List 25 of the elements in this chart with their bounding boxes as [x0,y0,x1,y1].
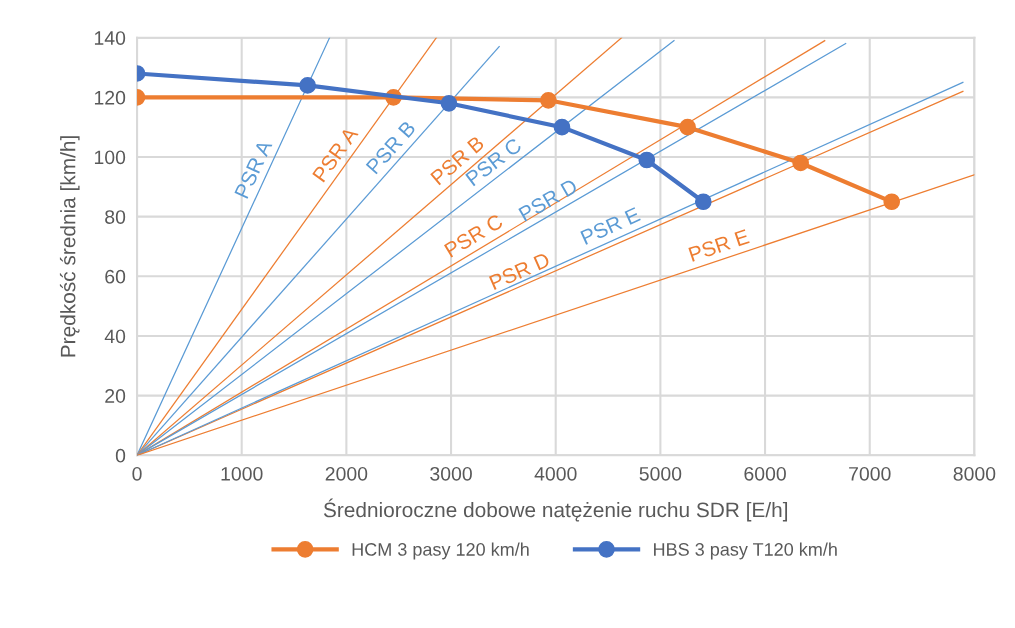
x-tick-label: 6000 [744,466,786,481]
y-axis-title: Prędkość średnia [km/h] [59,136,80,357]
text: PSR E [580,206,641,245]
x-tick-label: 1000 [221,466,263,481]
y-tick-label: 0 [115,448,126,463]
x-axis-title: Średnioroczne dobowe natężenie ruchu SDR [E/h] [323,498,788,522]
x-tick-label: 3000 [430,466,472,481]
text: PSR A [234,138,273,199]
y-tick-label: 140 [94,31,126,45]
x-tick-label: 0 [132,466,142,481]
y-tick-label: 120 [94,90,126,105]
x-tick-label: 8000 [953,466,996,481]
x-tick-label: 2000 [325,466,368,481]
x-tick-label: 4000 [534,466,577,481]
text: PSR D [518,178,579,222]
x-tick-label: 7000 [849,466,891,481]
legend-label: HCM 3 pasy 120 km/h [352,542,529,560]
y-tick-label: 80 [105,210,126,224]
y-tick-label: 40 [104,329,126,344]
y-tick-label: 20 [105,389,126,403]
legend-label: HBS 3 pasy T120 km/h [654,542,837,560]
x-tick-label: 5000 [639,466,682,481]
y-tick-label: 60 [105,269,126,284]
text: PSR E [688,228,750,262]
y-tick-label: 100 [94,150,126,165]
